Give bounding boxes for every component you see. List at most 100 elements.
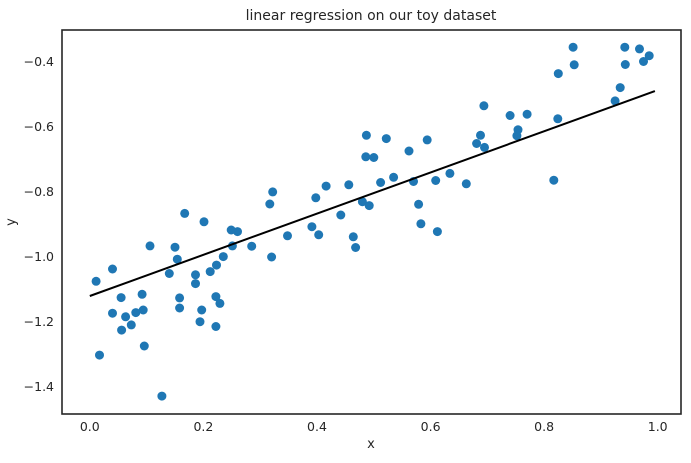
scatter-point (321, 181, 331, 191)
scatter-point (180, 208, 190, 218)
scatter-point (568, 42, 578, 52)
scatter-point (108, 308, 117, 318)
scatter-point (145, 241, 155, 251)
scatter-point (610, 96, 620, 106)
scatter-point (164, 269, 174, 278)
y-tick-label: −0.4 (24, 54, 54, 69)
scatter-point (191, 279, 200, 289)
scatter-point (283, 231, 292, 241)
scatter-point (351, 243, 361, 252)
x-tick-label: 0.6 (421, 419, 441, 434)
scatter-point (381, 134, 391, 144)
scatter-point (265, 199, 275, 209)
scatter-point (512, 131, 522, 141)
scatter-point (212, 260, 221, 270)
scatter-point (197, 305, 207, 315)
scatter-point (211, 292, 221, 302)
scatter-point (357, 197, 367, 207)
scatter-point (172, 254, 182, 264)
scatter-point (191, 270, 200, 280)
scatter-point (116, 293, 126, 303)
y-tick-label: −1.4 (24, 379, 54, 394)
scatter-point (416, 219, 426, 229)
scatter-point (549, 175, 559, 185)
plot-frame (61, 29, 682, 415)
scatter-point (432, 227, 442, 237)
scatter-point (344, 180, 354, 190)
scatter-point (175, 293, 185, 303)
scatter-point (108, 264, 117, 274)
scatter-point (472, 139, 482, 148)
scatter-point (639, 57, 648, 66)
scatter-point (522, 109, 532, 119)
x-tick-label: 0.4 (307, 419, 327, 434)
scatter-point (389, 172, 399, 182)
scatter-point (348, 232, 358, 242)
scatter-point (311, 193, 321, 203)
x-tick-label: 0.0 (80, 419, 100, 434)
y-tick-label: −0.6 (24, 119, 54, 134)
scatter-point (314, 230, 324, 240)
scatter-point (476, 130, 485, 140)
scatter-point (615, 83, 625, 93)
y-tick-label: −1.0 (24, 249, 54, 264)
scatter-point (121, 312, 131, 322)
regression-line-series (89, 90, 656, 297)
x-tick-label: 0.2 (193, 419, 213, 434)
scatter-point (95, 350, 104, 360)
scatter-point (620, 60, 630, 69)
y-axis-label: y (4, 218, 19, 226)
scatter-point (480, 142, 489, 152)
scatter-point (414, 199, 424, 209)
x-tick-label: 1.0 (648, 419, 668, 434)
scatter-point (361, 130, 371, 140)
scatter-point (218, 252, 228, 262)
scatter-point (336, 210, 346, 220)
scatter-point (479, 101, 489, 111)
x-axis-tick-labels: 0.0 0.2 0.4 0.6 0.8 1.0 (80, 419, 668, 434)
scatter-point (461, 179, 471, 189)
scatter-point (635, 44, 644, 54)
scatter-point (170, 242, 180, 252)
scatter-point (404, 146, 414, 156)
y-tick-label: −1.2 (24, 314, 54, 329)
scatter-point (138, 305, 148, 315)
scatter-point (369, 153, 379, 162)
scatter-point (644, 51, 654, 61)
scatter-point (139, 341, 149, 351)
scatter-point (126, 320, 136, 330)
y-axis-tick-labels: −0.4 −0.6 −0.8 −1.0 −1.2 −1.4 (24, 54, 54, 394)
scatter-point (422, 135, 432, 145)
scatter-point (307, 222, 317, 232)
scatter-point (376, 178, 386, 187)
x-tick-label: 0.8 (534, 419, 554, 434)
scatter-point (620, 42, 630, 52)
regression-line (89, 90, 656, 297)
scatter-point (364, 201, 374, 211)
scatter-point (247, 241, 257, 251)
scatter-point (268, 187, 278, 197)
scatter-point (553, 114, 563, 124)
scatter-point (195, 317, 205, 327)
scatter-point (233, 227, 242, 237)
scatter-point (431, 176, 441, 185)
chart-title: linear regression on our toy dataset (246, 8, 497, 24)
y-tick-label: −0.8 (24, 184, 54, 199)
scatter-point (131, 308, 141, 318)
scatter-point (505, 111, 515, 120)
scatter-point (267, 252, 277, 262)
scatter-point (215, 298, 225, 308)
scatter-point (175, 303, 185, 313)
scatter-point (553, 69, 563, 79)
scatter-point (569, 60, 579, 70)
scatter-series (91, 42, 654, 401)
scatter-point (199, 217, 209, 227)
scatter-point (445, 168, 455, 178)
scatter-point (91, 276, 101, 286)
scatter-point (137, 289, 147, 299)
scatter-point (361, 152, 371, 162)
scatter-point (205, 267, 215, 277)
scatter-point (117, 325, 127, 335)
